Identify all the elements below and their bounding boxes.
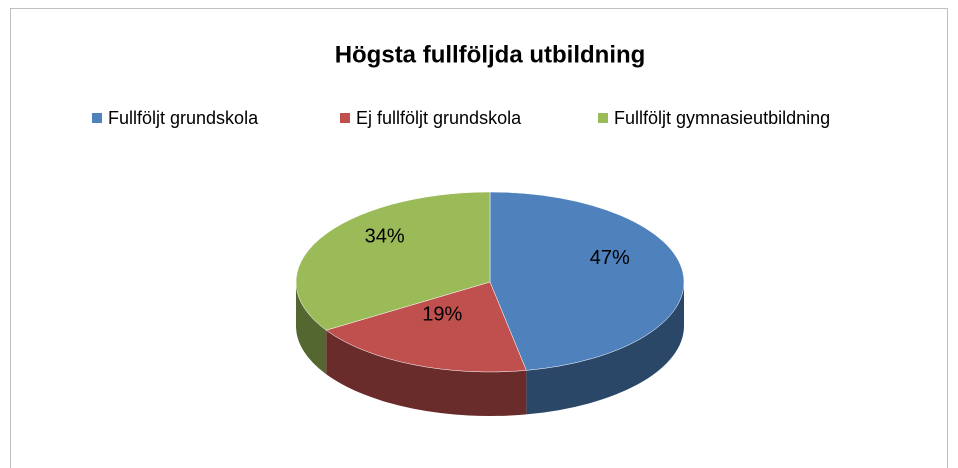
legend-label: Fullföljt grundskola	[108, 108, 259, 128]
pie-slice	[295, 191, 491, 331]
legend-swatch	[92, 113, 102, 123]
data-label: 34%	[365, 225, 405, 247]
pie-side	[526, 282, 684, 415]
pie-slice	[325, 281, 527, 373]
chart-title: Högsta fullföljda utbildning	[335, 41, 646, 68]
data-label: 47%	[590, 247, 630, 269]
legend-swatch	[340, 113, 350, 123]
legend-swatch	[598, 113, 608, 123]
data-label: 19%	[422, 303, 462, 325]
pie-side	[296, 282, 327, 375]
legend-label: Fullföljt gymnasieutbildning	[614, 108, 830, 128]
pie-side	[326, 330, 527, 416]
pie-slice	[489, 191, 685, 371]
legend-label: Ej fullföljt grundskola	[356, 108, 522, 128]
